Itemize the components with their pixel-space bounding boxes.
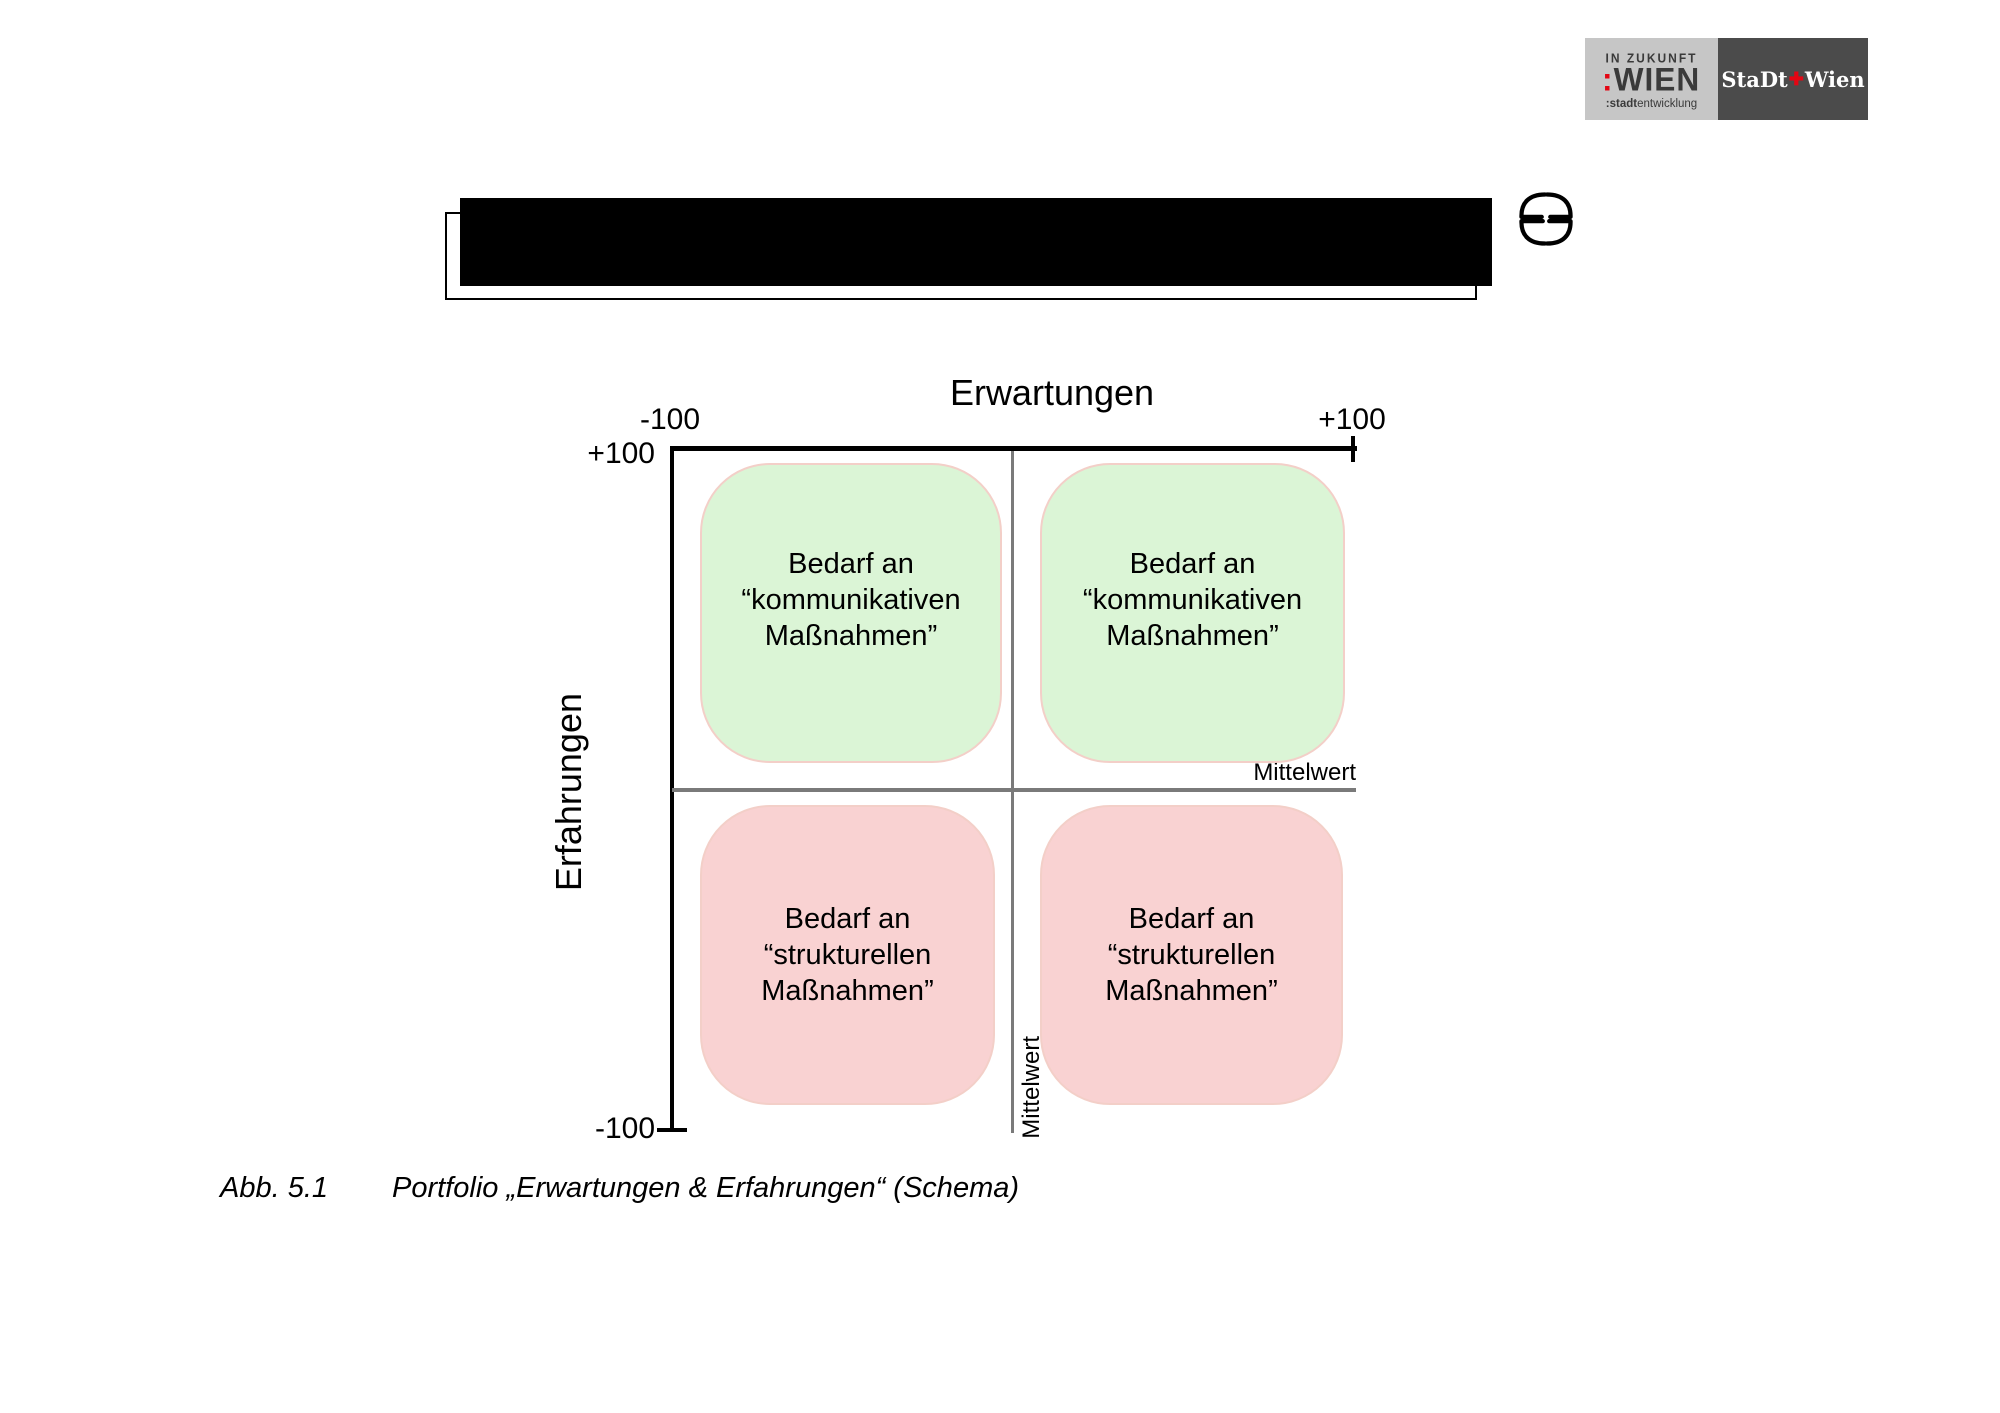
quadrant-text-line: “kommunikativen (1082, 584, 1303, 616)
mittelwert-horizontal-label: Mittelwert (1253, 759, 1356, 786)
y-axis-title: Erfahrungen (548, 672, 590, 912)
x-axis-line (670, 446, 1357, 451)
x-axis-max-label: +100 (1318, 403, 1386, 436)
horizontal-mean-divider (672, 788, 1356, 792)
x-axis-min-label: -100 (639, 403, 701, 436)
quadrant-text-line: Bedarf an (1128, 903, 1255, 935)
quadrant-top-right-text: Bedarf an “kommunikativen Maßnahmen” (1083, 546, 1302, 680)
logo-subline-bold: :stadt (1605, 97, 1638, 110)
y-axis-min-label: -100 (594, 1112, 655, 1145)
quadrant-text-line: Maßnahmen” (1105, 975, 1278, 1007)
wien-logo-left-panel: IN ZUKUNFT :WIEN :stadtentwicklung (1585, 38, 1718, 120)
quadrant-top-left-text: Bedarf an “kommunikativen Maßnahmen” (741, 546, 960, 680)
quadrant-bottom-right-text: Bedarf an “strukturellen Maßnahmen” (1105, 901, 1277, 1009)
stadt-wien-cross-icon: ✚ (1788, 68, 1804, 90)
quadrant-text-line: Bedarf an (784, 903, 911, 935)
page-title: PORTFOLIO ERWARTUNGEN & ERFAHRUNGEN (459, 229, 1493, 283)
logo-subline-rest: entwicklung (1637, 97, 1698, 110)
logo-colon: : (1602, 60, 1614, 98)
x-axis-end-tick (1351, 436, 1355, 462)
quadrant-text-line: Maßnahmen” (1106, 620, 1279, 652)
quadrant-bottom-right: Bedarf an “strukturellen Maßnahmen” (1040, 805, 1343, 1105)
logo-wordmark-text: WIEN (1613, 60, 1701, 98)
quadrant-bottom-left: Bedarf an “strukturellen Maßnahmen” (700, 805, 995, 1105)
figure-caption: Abb. 5.1 Portfolio „Erwartungen & Erfahr… (220, 1172, 1019, 1205)
quadrant-top-left: Bedarf an “kommunikativen Maßnahmen” (700, 463, 1002, 763)
wien-logo: IN ZUKUNFT :WIEN :stadtentwicklung StaDt… (1585, 38, 1868, 120)
quadrant-text-line: Maßnahmen” (761, 975, 934, 1007)
logo-wordmark: :WIEN (1602, 60, 1701, 98)
quadrant-text-line: “strukturellen (763, 939, 932, 971)
y-axis-max-label: +100 (587, 437, 655, 470)
figure-caption-number: Abb. 5.1 (220, 1172, 329, 1204)
quadrant-bottom-left-text: Bedarf an “strukturellen Maßnahmen” (761, 901, 933, 1009)
stadt-wien-text1: StaDt (1721, 66, 1788, 92)
y-axis-title-text: Erfahrungen (548, 692, 589, 892)
quadrant-text-line: Bedarf an (788, 548, 914, 580)
quadrant-text-line: “strukturellen (1107, 939, 1276, 971)
title-banner: PORTFOLIO ERWARTUNGEN & ERFAHRUNGEN (445, 198, 1493, 300)
clover-icon (1519, 192, 1573, 246)
stadt-wien-text2: Wien (1804, 66, 1865, 92)
y-axis-end-tick (657, 1128, 687, 1132)
quadrant-top-right: Bedarf an “kommunikativen Maßnahmen” (1040, 463, 1345, 763)
logo-topline: IN ZUKUNFT (1605, 49, 1698, 66)
vertical-mean-divider (1011, 451, 1014, 1133)
quadrant-text-line: Bedarf an (1129, 548, 1256, 580)
quadrant-text-line: “kommunikativen (741, 584, 961, 616)
stadt-wien-logo-panel: StaDt ✚ Wien (1718, 38, 1868, 120)
logo-subline: :stadtentwicklung (1606, 98, 1697, 110)
x-axis-title: Erwartungen (949, 372, 1155, 413)
figure-caption-text: Portfolio „Erwartungen & Erfahrungen“ (S… (392, 1172, 1020, 1204)
quadrant-text-line: Maßnahmen” (764, 620, 938, 652)
